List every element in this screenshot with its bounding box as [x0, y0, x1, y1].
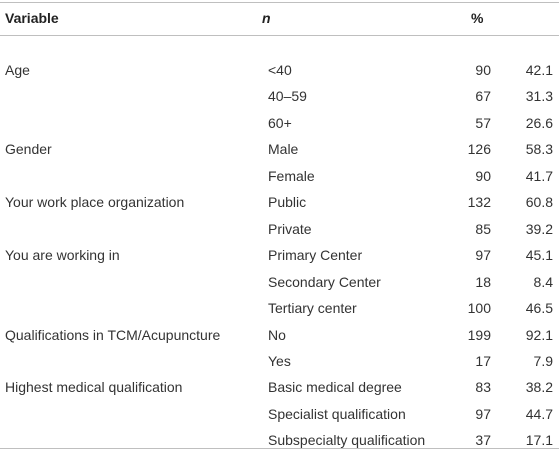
count: 97 — [475, 247, 491, 264]
percent: 44.7 — [525, 405, 553, 422]
count: 85 — [475, 220, 491, 237]
count: 57 — [475, 114, 491, 131]
top-rule — [0, 2, 559, 3]
variable-label: Highest medical qualification — [5, 379, 183, 396]
category-label: Public — [268, 194, 307, 211]
category-label: Basic medical degree — [268, 379, 402, 396]
category-label: Tertiary center — [268, 300, 357, 317]
category-label: <40 — [268, 62, 292, 78]
variable-label: You are working in — [5, 247, 120, 264]
category-label: Secondary Center — [268, 273, 381, 290]
category-label: Primary Center — [268, 247, 363, 264]
variable-label: Age — [5, 62, 30, 78]
count: 18 — [475, 273, 491, 290]
count: 132 — [467, 194, 491, 211]
percent: 58.3 — [525, 141, 553, 158]
variable-label: Qualifications in TCM/Acupuncture — [5, 326, 221, 343]
header-n: n — [262, 10, 271, 26]
percent: 7.9 — [533, 352, 553, 369]
header-variable: Variable — [5, 10, 59, 26]
percent: 46.5 — [525, 300, 553, 317]
variable-label: Gender — [5, 141, 52, 158]
count: 90 — [475, 62, 491, 78]
category-label: Male — [268, 141, 299, 158]
variable-label: Your work place organization — [5, 194, 185, 211]
percent: 17.1 — [525, 432, 553, 449]
count: 199 — [467, 326, 491, 343]
category-label: Female — [268, 167, 315, 184]
category-label: 60+ — [268, 114, 292, 131]
percent: 42.1 — [525, 62, 553, 78]
count: 37 — [475, 432, 491, 449]
count: 67 — [475, 88, 491, 105]
percent: 92.1 — [525, 326, 553, 343]
percent: 60.8 — [525, 194, 553, 211]
percent: 26.6 — [525, 114, 553, 131]
header-rule — [0, 35, 559, 36]
category-label: Yes — [268, 352, 291, 369]
category-label: No — [268, 326, 286, 343]
percent: 38.2 — [525, 379, 553, 396]
count: 90 — [475, 167, 491, 184]
percent: 39.2 — [525, 220, 553, 237]
percent: 31.3 — [525, 88, 553, 105]
count: 100 — [467, 300, 491, 317]
count: 83 — [475, 379, 491, 396]
category-label: Subspecialty qualification — [268, 432, 426, 449]
category-label: Specialist qualification — [268, 405, 406, 422]
header-percent: % — [471, 10, 484, 26]
count: 17 — [475, 352, 491, 369]
percent: 41.7 — [525, 167, 553, 184]
count: 126 — [467, 141, 491, 158]
category-label: Private — [268, 220, 312, 237]
percent: 45.1 — [525, 247, 553, 264]
count: 97 — [475, 405, 491, 422]
category-label: 40–59 — [268, 88, 307, 105]
percent: 8.4 — [533, 273, 553, 290]
